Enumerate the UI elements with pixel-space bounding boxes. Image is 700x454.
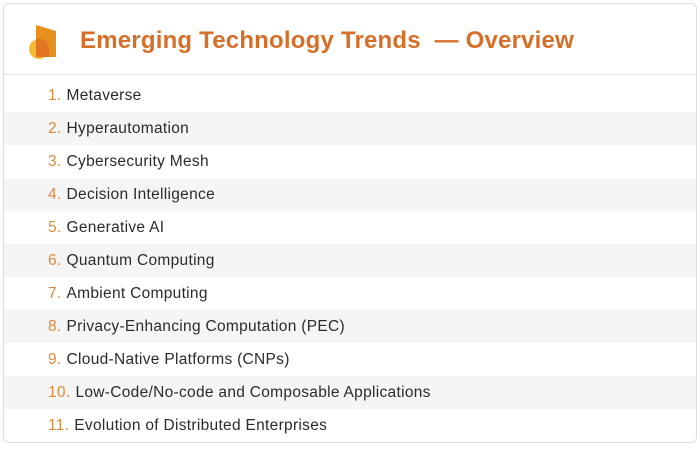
item-label: Generative AI [66, 218, 165, 236]
item-label: Low-Code/No-code and Composable Applicat… [75, 383, 431, 401]
list-item: 5. Generative AI [4, 211, 696, 244]
list-item: 11. Evolution of Distributed Enterprises [4, 409, 696, 442]
page-title: Emerging Technology Trends — Overview [80, 27, 574, 54]
item-number: 9. [48, 350, 62, 368]
item-number: 10. [48, 383, 71, 401]
item-label: Privacy-Enhancing Computation (PEC) [66, 317, 345, 335]
item-number: 4. [48, 185, 62, 203]
trend-list: 1. Metaverse 2. Hyperautomation 3. Cybersecur… [4, 79, 696, 442]
item-number: 7. [48, 284, 62, 302]
list-item: 2. Hyperautomation [4, 112, 696, 145]
logo-icon [29, 25, 56, 59]
item-number: 1. [48, 86, 62, 104]
overview-card: Emerging Technology Trends — Overview 1.… [3, 3, 697, 443]
list-item: 7. Ambient Computing [4, 277, 696, 310]
item-number: 11. [48, 416, 70, 434]
item-number: 5. [48, 218, 62, 236]
list-item: 10. Low-Code/No-code and Composable Appli… [4, 376, 696, 409]
list-item: 9. Cloud-Native Platforms (CNPs) [4, 343, 696, 376]
item-label: Cybersecurity Mesh [66, 152, 209, 170]
item-label: Evolution of Distributed Enterprises [74, 416, 328, 434]
list-item: 6. Quantum Computing [4, 244, 696, 277]
item-label: Quantum Computing [66, 251, 215, 269]
header: Emerging Technology Trends — Overview [4, 4, 696, 75]
item-label: Hyperautomation [66, 119, 190, 137]
item-number: 8. [48, 317, 62, 335]
list-item: 8. Privacy-Enhancing Computation (PEC) [4, 310, 696, 343]
list-item: 4. Decision Intelligence [4, 178, 696, 211]
list-item: 1. Metaverse [4, 79, 696, 112]
item-label: Decision Intelligence [66, 185, 215, 203]
item-label: Cloud-Native Platforms (CNPs) [66, 350, 290, 368]
item-number: 3. [48, 152, 62, 170]
item-number: 2. [48, 119, 62, 137]
item-label: Metaverse [66, 86, 142, 104]
list-item: 3. Cybersecurity Mesh [4, 145, 696, 178]
item-label: Ambient Computing [66, 284, 208, 302]
item-number: 6. [48, 251, 62, 269]
